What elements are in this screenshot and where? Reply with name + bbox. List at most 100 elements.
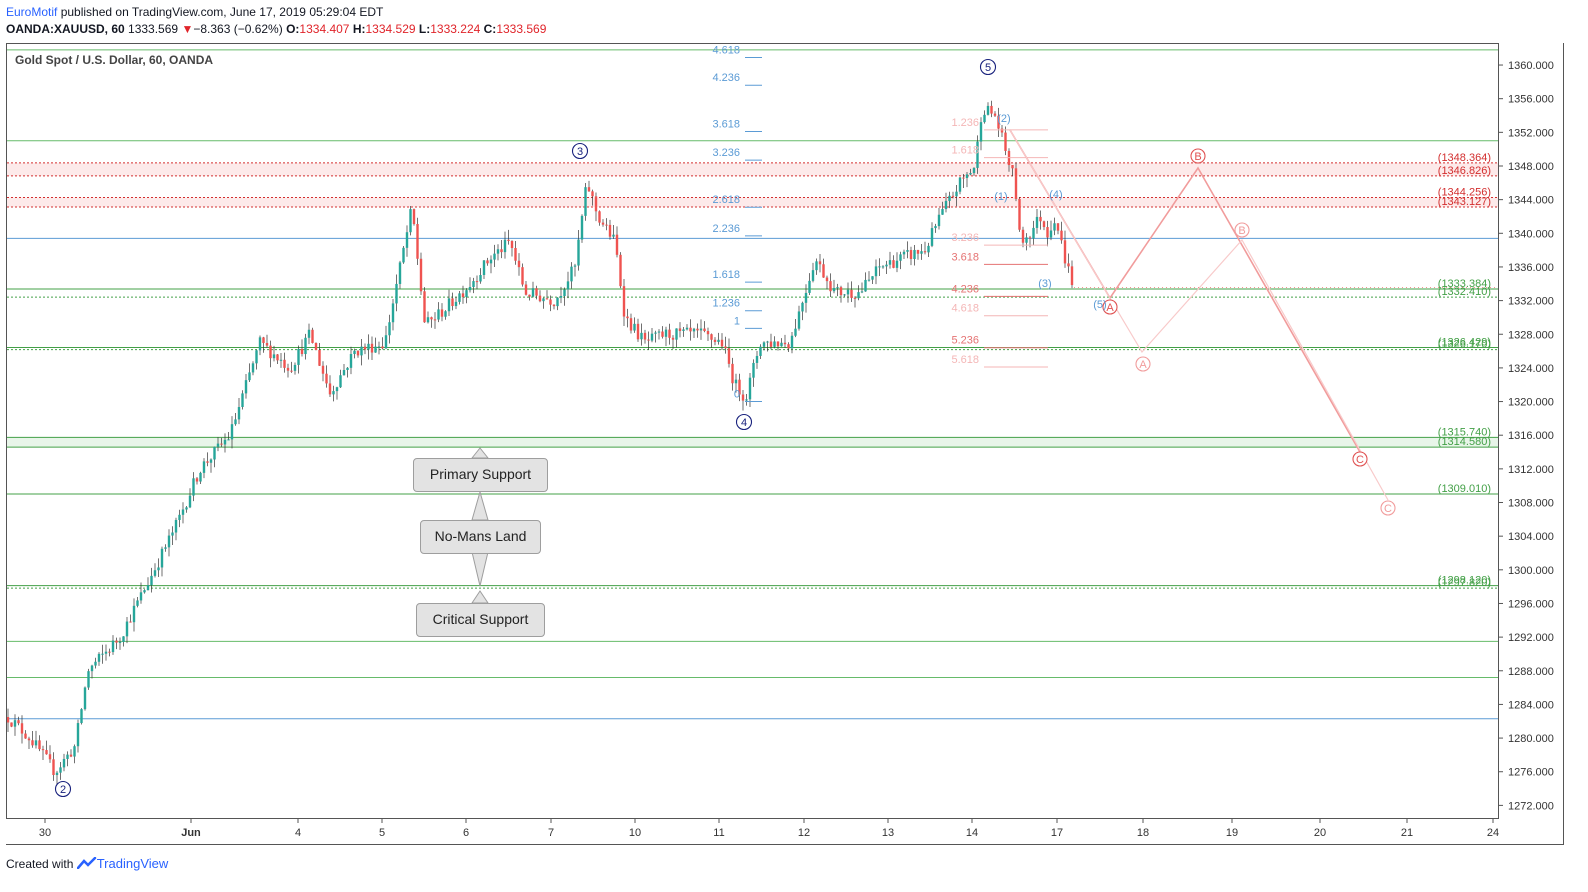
candle <box>206 452 209 467</box>
candle <box>962 174 965 189</box>
critical-support-callout[interactable]: Critical Support <box>416 603 545 637</box>
candle <box>846 282 850 303</box>
candle <box>143 589 146 594</box>
candle <box>461 285 465 304</box>
candle <box>591 189 594 206</box>
level-label: (1333.384) <box>1438 278 1491 290</box>
candle <box>738 373 741 402</box>
no-mans-pointer-down <box>471 551 489 587</box>
candle <box>300 339 304 357</box>
x-tick-label: Jun <box>181 827 201 839</box>
candle <box>234 413 237 426</box>
projection-path-main <box>1009 129 1361 453</box>
projection-label: B <box>1190 148 1206 164</box>
candle <box>458 290 461 305</box>
candle <box>766 340 769 352</box>
candle <box>937 207 941 230</box>
candle <box>913 245 916 266</box>
svg-text:2: 2 <box>60 784 66 796</box>
y-axis: 1272.000 1276.000 1280.000 1284.000 1288.000… <box>1074 60 1554 812</box>
subwave-label: (2) <box>997 113 1010 125</box>
candle <box>237 398 241 425</box>
candle <box>20 715 24 744</box>
candle <box>279 352 283 368</box>
x-tick-label: 12 <box>798 827 810 839</box>
tradingview-link[interactable]: TradingView <box>96 856 169 871</box>
candle <box>902 249 906 259</box>
candle <box>969 168 972 176</box>
candle <box>657 329 661 340</box>
candle <box>248 363 251 382</box>
candle <box>52 752 55 781</box>
published-text: published on TradingView.com, June 17, 2… <box>57 5 384 19</box>
y-tick-label: 1324.000 <box>1508 363 1554 375</box>
candle <box>304 333 307 360</box>
candle <box>685 324 689 331</box>
candle <box>720 333 724 350</box>
x-tick-label: 18 <box>1137 827 1149 839</box>
x-tick-label: 7 <box>548 827 554 839</box>
candle <box>412 208 416 226</box>
candle <box>209 458 213 473</box>
wave-label: 2 <box>54 780 72 798</box>
candle <box>475 275 479 290</box>
candle <box>927 242 930 257</box>
candle <box>444 310 447 320</box>
candle <box>507 229 510 245</box>
candle <box>734 373 738 393</box>
candle <box>976 135 979 174</box>
candle <box>759 344 762 359</box>
fib-level-label: 1.618 <box>951 145 979 157</box>
candle <box>909 246 913 266</box>
primary-support-callout[interactable]: Primary Support <box>413 458 548 492</box>
candle <box>125 616 129 644</box>
candle <box>762 341 766 351</box>
candle <box>157 558 160 577</box>
candle <box>479 268 482 284</box>
candle <box>314 342 318 351</box>
candle <box>360 338 363 366</box>
candle <box>815 258 818 275</box>
subwave-label: (4) <box>1049 189 1062 201</box>
svg-text:A: A <box>1106 302 1114 314</box>
candle <box>405 225 409 257</box>
candle <box>430 316 433 328</box>
y-tick-label: 1300.000 <box>1508 565 1554 577</box>
candle <box>164 544 167 552</box>
projection-label: A <box>1135 356 1151 372</box>
candle <box>90 664 94 679</box>
candle <box>664 326 668 347</box>
candle <box>223 433 227 453</box>
candle <box>983 110 986 124</box>
x-tick-label: 6 <box>463 827 469 839</box>
candle <box>41 745 45 760</box>
x-tick-label: 4 <box>295 827 301 839</box>
candle <box>899 251 902 270</box>
candle <box>570 262 573 289</box>
candle <box>545 290 549 300</box>
candle <box>136 597 139 608</box>
no-mans-land-callout[interactable]: No-Mans Land <box>420 520 541 554</box>
candle <box>713 337 717 346</box>
candle <box>1039 210 1042 230</box>
candle <box>388 314 391 344</box>
candle <box>1063 230 1067 268</box>
candle <box>94 657 97 669</box>
author-link[interactable]: EuroMotif <box>6 5 58 19</box>
wave-label: 3 <box>571 142 589 160</box>
y-tick-label: 1280.000 <box>1508 733 1554 745</box>
candle <box>122 636 125 647</box>
y-tick-label: 1296.000 <box>1508 598 1554 610</box>
candle <box>692 327 696 339</box>
candle <box>391 298 395 331</box>
y-tick-label: 1340.000 <box>1508 228 1554 240</box>
candle <box>332 385 335 402</box>
candle <box>895 252 899 273</box>
candle <box>563 287 566 306</box>
candle <box>321 361 325 382</box>
candle <box>297 345 300 374</box>
candle <box>356 350 360 358</box>
candle <box>1049 220 1053 241</box>
candle <box>584 183 587 221</box>
